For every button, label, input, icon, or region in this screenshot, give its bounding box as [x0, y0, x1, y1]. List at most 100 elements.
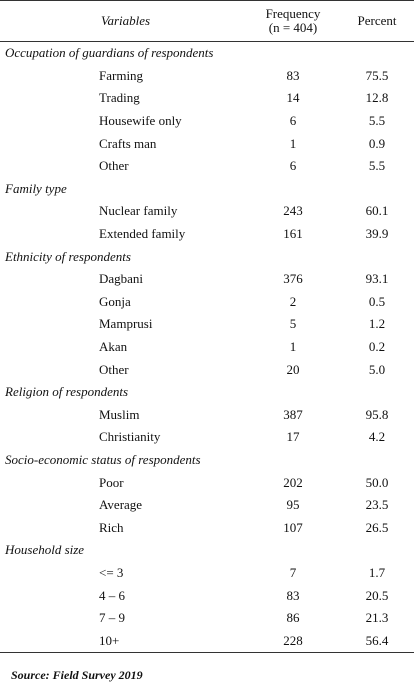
group-row: Occupation of guardians of respondents [0, 42, 414, 65]
row-frequency: 5 [289, 316, 297, 332]
row-label: Muslim [99, 406, 140, 422]
row-percent: 56.4 [340, 629, 414, 654]
row-label: Rich [99, 519, 124, 535]
group-row: Socio-economic status of respondents [0, 449, 414, 472]
row-frequency: 376 [283, 271, 303, 287]
row-label: Mamprusi [99, 316, 153, 332]
row-frequency: 2 [289, 293, 297, 309]
row-frequency: 1 [289, 339, 297, 355]
source-note: Source: Field Survey 2019 [11, 668, 143, 682]
demographics-table-container: Variables Frequency (n = 404) Percent Oc… [0, 0, 414, 654]
row-frequency: 95 [286, 497, 300, 513]
row-percent: 5.5 [368, 113, 386, 129]
row-frequency: 228 [246, 629, 340, 654]
table-header: Variables Frequency (n = 404) Percent [0, 0, 414, 42]
row-label: Extended family [99, 226, 186, 242]
row-frequency: 1 [289, 135, 297, 151]
table-body: Occupation of guardians of respondents Fa… [0, 42, 414, 654]
row-percent: 5.5 [368, 158, 386, 174]
table-row: 7 – 9 86 21.3 [0, 607, 414, 630]
table-row: Poor 202 50.0 [0, 471, 414, 494]
table-row: Rich 107 26.5 [0, 516, 414, 539]
percent-header: Percent [340, 0, 414, 42]
row-percent: 95.8 [365, 406, 389, 422]
table-row: Other 20 5.0 [0, 358, 414, 381]
table-row: Crafts man 1 0.9 [0, 132, 414, 155]
row-frequency: 243 [283, 203, 303, 219]
frequency-header-line2: (n = 404) [268, 20, 318, 35]
table-row: Other 6 5.5 [0, 155, 414, 178]
table-row: Housewife only 6 5.5 [0, 110, 414, 133]
frequency-header: Frequency (n = 404) [246, 0, 340, 42]
row-label: Other [99, 361, 129, 377]
group-row: Ethnicity of respondents [0, 245, 414, 268]
row-label: 4 – 6 [99, 587, 125, 603]
group-row: Family type [0, 178, 414, 201]
group-row: Household size [0, 539, 414, 562]
row-label: <= 3 [99, 564, 124, 580]
row-frequency: 6 [289, 113, 297, 129]
row-frequency: 7 [289, 564, 297, 580]
table-row: <= 3 7 1.7 [0, 562, 414, 585]
row-percent: 4.2 [368, 429, 386, 445]
row-label: Poor [99, 474, 124, 490]
row-percent: 93.1 [365, 271, 389, 287]
table-row: Dagbani 376 93.1 [0, 268, 414, 291]
row-percent: 1.7 [368, 564, 386, 580]
table-row: Trading 14 12.8 [0, 87, 414, 110]
row-label: Trading [99, 90, 140, 106]
demographics-table: Variables Frequency (n = 404) Percent Oc… [0, 0, 414, 654]
row-frequency: 387 [283, 406, 303, 422]
row-label: Other [99, 158, 129, 174]
table-row: Mamprusi 5 1.2 [0, 313, 414, 336]
row-label: Crafts man [99, 135, 157, 151]
group-title: Occupation of guardians of respondents [5, 45, 214, 61]
row-percent: 20.5 [365, 587, 389, 603]
table-row: Extended family 161 39.9 [0, 223, 414, 246]
row-label: Dagbani [99, 271, 144, 287]
row-label: 10+ [0, 629, 246, 654]
group-title: Household size [5, 542, 85, 558]
row-frequency: 17 [286, 429, 300, 445]
row-frequency: 107 [283, 519, 303, 535]
row-label: Akan [99, 339, 128, 355]
row-percent: 1.2 [368, 316, 386, 332]
row-percent: 26.5 [365, 519, 389, 535]
group-title: Socio-economic status of respondents [5, 451, 201, 467]
row-frequency: 202 [283, 474, 303, 490]
table-row: Akan 1 0.2 [0, 336, 414, 359]
table-row: 10+ 228 56.4 [0, 629, 414, 654]
header-row: Variables Frequency (n = 404) Percent [0, 0, 414, 42]
row-label: 7 – 9 [99, 610, 125, 626]
group-title: Family type [5, 180, 67, 196]
row-label: Housewife only [99, 113, 182, 129]
row-frequency: 83 [286, 587, 300, 603]
group-title: Ethnicity of respondents [5, 248, 131, 264]
table-row: Gonja 2 0.5 [0, 291, 414, 314]
row-percent: 50.0 [365, 474, 389, 490]
table-row: 4 – 6 83 20.5 [0, 584, 414, 607]
row-percent: 60.1 [365, 203, 389, 219]
row-percent: 0.5 [368, 293, 386, 309]
row-label: Gonja [99, 293, 131, 309]
row-frequency: 86 [286, 610, 300, 626]
row-frequency: 20 [286, 361, 300, 377]
row-percent: 0.9 [368, 135, 386, 151]
frequency-header-line1: Frequency [265, 6, 321, 21]
row-frequency: 14 [286, 90, 300, 106]
row-percent: 5.0 [368, 361, 386, 377]
row-frequency: 161 [283, 226, 303, 242]
row-percent: 0.2 [368, 339, 386, 355]
variables-header: Variables [0, 0, 246, 42]
group-title: Religion of respondents [5, 384, 129, 400]
row-percent: 75.5 [365, 67, 389, 83]
row-percent: 21.3 [365, 610, 389, 626]
table-row: Farming 83 75.5 [0, 65, 414, 88]
row-label: Christianity [99, 429, 161, 445]
table-row: Christianity 17 4.2 [0, 426, 414, 449]
row-frequency: 83 [286, 67, 300, 83]
row-percent: 12.8 [365, 90, 389, 106]
row-percent: 39.9 [365, 226, 389, 242]
table-row: Muslim 387 95.8 [0, 404, 414, 427]
row-label: Average [99, 497, 143, 513]
